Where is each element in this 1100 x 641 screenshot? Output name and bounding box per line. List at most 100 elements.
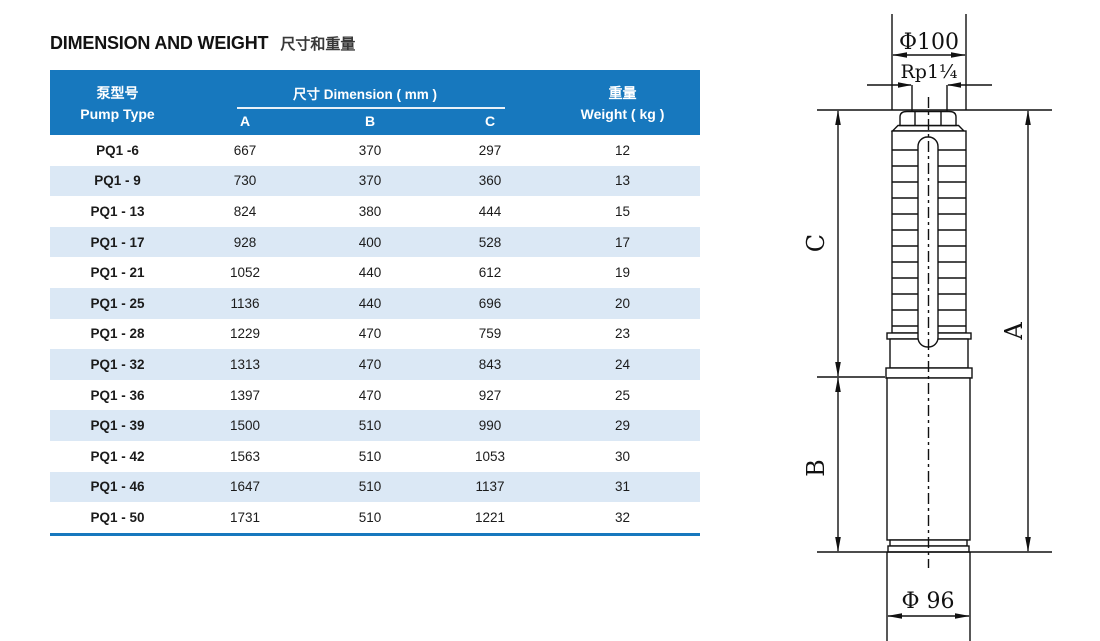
header-col-c: C: [484, 112, 496, 129]
cell-c: 990: [478, 418, 502, 434]
cell-a: 1731: [229, 509, 261, 525]
cell-c: 927: [478, 387, 502, 403]
cell-weight: 23: [614, 326, 631, 342]
cell-b: 440: [358, 295, 382, 311]
cell-b: 470: [358, 326, 382, 342]
dim-label-b: B: [802, 459, 830, 477]
cell-a: 928: [233, 234, 257, 250]
cell-b: 510: [358, 479, 382, 495]
cell-a: 1313: [229, 356, 261, 372]
cell-model: PQ1 - 21: [90, 265, 145, 281]
cell-b: 510: [358, 509, 382, 525]
header-col-b: B: [364, 112, 376, 129]
table-row: PQ1 -6 667 370 297 12: [50, 135, 700, 166]
cell-weight: 25: [614, 387, 631, 403]
header-dimension-underline: [237, 107, 505, 109]
cell-weight: 13: [614, 173, 631, 189]
cell-c: 1221: [474, 509, 506, 525]
table-row: PQ1 - 42 1563 510 1053 30: [50, 441, 700, 472]
cell-b: 370: [358, 173, 382, 189]
table-row: PQ1 - 32 1313 470 843 24: [50, 349, 700, 380]
header-weight-en: Weight ( kg ): [580, 106, 665, 122]
cell-a: 1136: [230, 295, 260, 311]
cell-model: PQ1 - 50: [90, 509, 145, 525]
cell-a: 824: [233, 203, 257, 219]
cell-a: 730: [233, 173, 257, 189]
table-row: PQ1 - 28 1229 470 759 23: [50, 319, 700, 350]
cell-weight: 12: [614, 142, 631, 158]
cell-a: 1647: [229, 479, 261, 495]
header-dimension-label: 尺寸 Dimension ( mm ): [292, 87, 437, 102]
cell-model: PQ1 - 32: [90, 356, 145, 372]
cell-model: PQ1 - 36: [90, 387, 145, 403]
page-title: DIMENSION AND WEIGHT 尺寸和重量: [50, 33, 355, 54]
dim-label-a: A: [1000, 322, 1028, 341]
cell-weight: 17: [614, 234, 631, 250]
cell-weight: 29: [614, 418, 631, 434]
cell-a: 1500: [229, 418, 261, 434]
dimension-lines: [817, 52, 1052, 619]
table-row: PQ1 - 21 1052 440 612 19: [50, 257, 700, 288]
cell-b: 370: [358, 142, 382, 158]
cell-c: 297: [478, 142, 502, 158]
pump-technical-drawing: Φ100 Rp1¼ C B A Φ 96: [802, 14, 1052, 641]
page-title-zh: 尺寸和重量: [280, 36, 356, 53]
cell-weight: 24: [614, 356, 631, 372]
cell-a: 1563: [229, 448, 261, 464]
cell-c: 759: [478, 326, 502, 342]
cell-b: 440: [358, 265, 382, 281]
header-abc-row: A B C: [185, 113, 545, 129]
cell-a: 667: [233, 142, 257, 158]
header-dimension-group: 尺寸 Dimension ( mm ) A B C: [185, 70, 545, 135]
cell-model: PQ1 - 42: [90, 448, 145, 464]
cell-a: 1052: [229, 265, 261, 281]
table-row: PQ1 - 17 928 400 528 17: [50, 226, 700, 258]
cell-model: PQ1 - 46: [90, 479, 145, 495]
cell-b: 510: [358, 418, 382, 434]
dim-label-c: C: [802, 234, 830, 252]
dimension-weight-table: 泵型号 Pump Type 尺寸 Dimension ( mm ) A B C …: [50, 70, 700, 536]
cell-weight: 31: [614, 479, 631, 495]
cell-c: 612: [478, 265, 502, 281]
table-row: PQ1 - 25 1136 440 696 20: [50, 287, 700, 319]
cell-model: PQ1 - 13: [90, 203, 145, 219]
table-row: PQ1 - 13 824 380 444 15: [50, 196, 700, 227]
dim-label-thread: Rp1¼: [901, 61, 958, 83]
dim-label-phi96: Φ 96: [901, 589, 954, 614]
cell-a: 1397: [229, 387, 261, 403]
cell-c: 1137: [475, 479, 505, 495]
cell-c: 696: [478, 295, 502, 311]
header-col-a: A: [239, 112, 251, 129]
cell-a: 1229: [229, 326, 261, 342]
cell-c: 528: [478, 234, 502, 250]
cell-b: 510: [358, 448, 382, 464]
table-row: PQ1 - 9 730 370 360 13: [50, 165, 700, 197]
page-title-en: DIMENSION AND WEIGHT: [50, 33, 269, 53]
cell-c: 1053: [474, 448, 506, 464]
cell-b: 470: [358, 356, 382, 372]
cell-c: 360: [478, 173, 502, 189]
cell-weight: 19: [614, 265, 631, 281]
cell-weight: 32: [614, 509, 631, 525]
header-weight-zh: 重量: [608, 85, 637, 101]
cell-c: 444: [478, 203, 502, 219]
header-pump-type-zh: 泵型号: [96, 85, 139, 101]
table-body: PQ1 -6 667 370 297 12 PQ1 - 9 730 370 360 13 PQ1…: [50, 135, 700, 536]
cell-weight: 30: [614, 448, 631, 464]
cell-weight: 20: [614, 295, 631, 311]
table-header: 泵型号 Pump Type 尺寸 Dimension ( mm ) A B C …: [50, 70, 700, 135]
header-pump-type: 泵型号 Pump Type: [50, 70, 185, 135]
cell-model: PQ1 -6: [96, 142, 139, 158]
cell-b: 400: [358, 234, 382, 250]
header-pump-type-en: Pump Type: [80, 106, 155, 122]
cell-model: PQ1 - 9: [94, 173, 141, 189]
header-weight: 重量 Weight ( kg ): [545, 70, 700, 135]
dim-label-phi100: Φ100: [899, 30, 959, 55]
cell-b: 470: [358, 387, 382, 403]
cell-model: PQ1 - 39: [90, 418, 145, 434]
cell-model: PQ1 - 25: [90, 295, 145, 311]
cell-model: PQ1 - 28: [90, 326, 145, 342]
table-row: PQ1 - 36 1397 470 927 25: [50, 380, 700, 411]
table-row: PQ1 - 39 1500 510 990 29: [50, 410, 700, 441]
